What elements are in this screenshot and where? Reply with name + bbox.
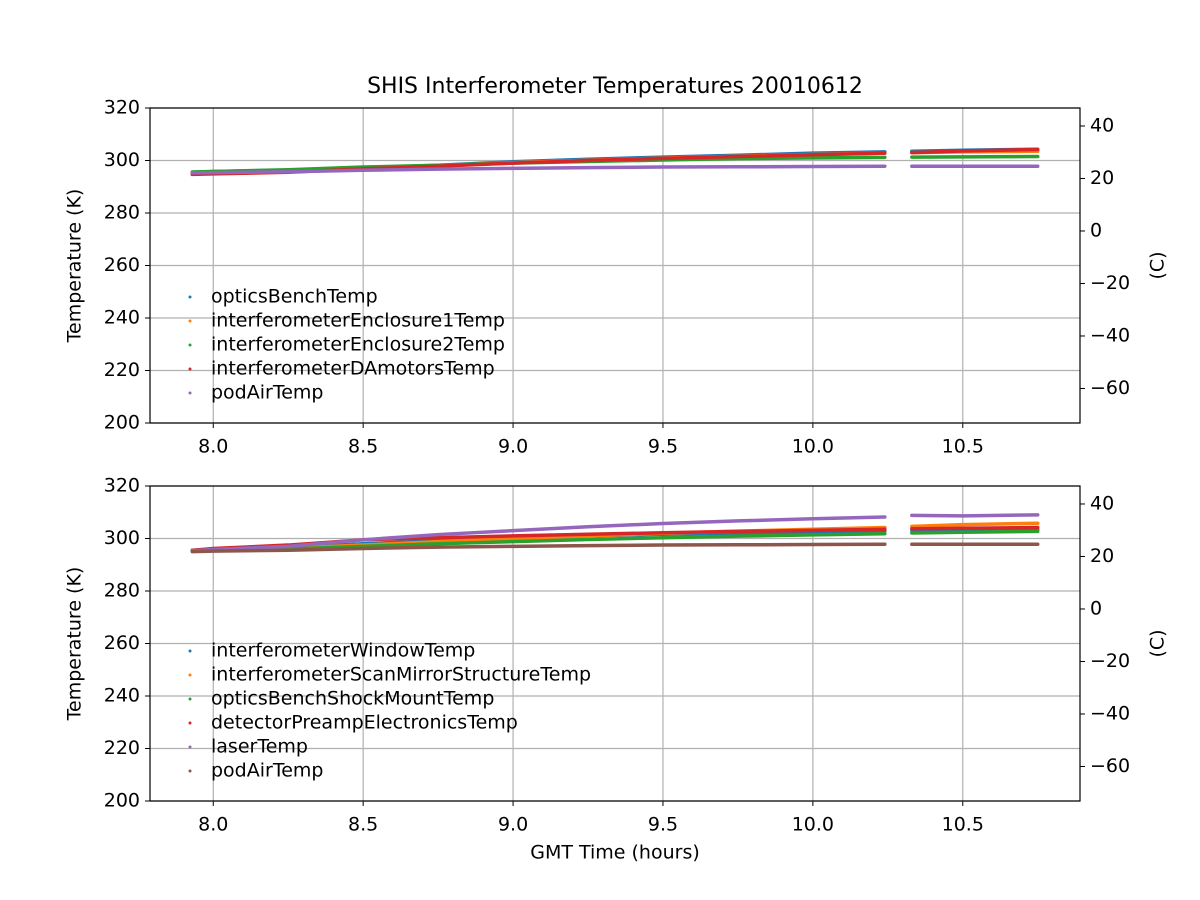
y-tick-label: 280 [104,202,140,224]
legend-label: podAirTemp [211,382,323,404]
y-tick-label: 240 [104,307,140,329]
series-line [190,164,1040,175]
x-tick-label: 10.5 [942,814,984,836]
y2-tick-label: 20 [1090,545,1114,567]
x-tick-label: 10.5 [942,436,984,458]
y2-tick-label: −40 [1090,324,1130,346]
y-tick-label: 260 [104,254,140,276]
y2-tick-label: 0 [1090,597,1102,619]
y-tick-label: 320 [104,97,140,119]
y-axis-label: Temperature (K) [64,567,86,722]
legend-marker [188,673,192,677]
x-tick-label: 10.0 [792,436,834,458]
y2-tick-label: −60 [1090,755,1130,777]
y-tick-label: 260 [104,632,140,654]
legend-label: interferometerEnclosure2Temp [211,334,505,356]
legend-marker [188,295,192,299]
legend-label: opticsBenchShockMountTemp [211,688,494,710]
x-tick-label: 8.0 [198,814,228,836]
axes-frame [149,107,1081,424]
y2-axis-label: (C) [1147,629,1169,657]
legend-label: detectorPreampElectronicsTemp [211,712,518,734]
legend-label: interferometerWindowTemp [211,640,475,662]
y2-tick-label: 40 [1090,492,1114,514]
chart-title: SHIS Interferometer Temperatures 2001061… [367,74,863,99]
y2-axis-label: (C) [1147,251,1169,279]
x-tick-label: 9.0 [498,814,528,836]
legend-marker [188,721,192,725]
y-tick-label: 220 [104,359,140,381]
y-tick-label: 280 [104,580,140,602]
axes-frame [149,485,1081,802]
legend-label: podAirTemp [211,760,323,782]
y2-tick-label: −40 [1090,702,1130,724]
legend-marker [188,745,192,749]
subplot: 8.0 8.5 9.0 9.5 10.0 10.520022024026028030032… [64,475,1169,864]
y2-tick-label: 40 [1090,114,1114,136]
x-axis-label: GMT Time (hours) [530,842,700,864]
y-tick-label: 300 [104,149,140,171]
y2-tick-label: −20 [1090,650,1130,672]
y2-tick-label: −60 [1090,377,1130,399]
legend-label: opticsBenchTemp [211,286,378,308]
y-tick-label: 220 [104,737,140,759]
legend-label: interferometerEnclosure1Temp [211,310,505,332]
y-axis-label: Temperature (K) [64,189,86,344]
y-tick-label: 300 [104,527,140,549]
x-tick-label: 9.0 [498,436,528,458]
legend-marker [188,769,192,773]
y2-tick-label: 20 [1090,167,1114,189]
x-tick-label: 8.0 [198,436,228,458]
legend-marker [188,391,192,395]
y-tick-label: 240 [104,685,140,707]
x-tick-label: 8.5 [348,436,378,458]
x-tick-label: 9.5 [648,436,678,458]
legend-marker [188,367,192,371]
y2-tick-label: 0 [1090,219,1102,241]
subplot: 8.0 8.5 9.0 9.5 10.0 10.520022024026028030032… [64,97,1169,458]
x-tick-label: 8.5 [348,814,378,836]
y-tick-label: 320 [104,475,140,497]
y-tick-label: 200 [104,790,140,812]
x-tick-label: 10.0 [792,814,834,836]
y2-tick-label: −20 [1090,272,1130,294]
series-line [190,542,1040,554]
legend-marker [188,649,192,653]
y-tick-label: 200 [104,412,140,434]
legend-label: laserTemp [211,736,308,758]
legend-label: interferometerScanMirrorStructureTemp [211,664,591,686]
legend-marker [188,319,192,323]
series-line [190,513,1040,553]
legend-marker [188,697,192,701]
legend-label: interferometerDAmotorsTemp [211,358,495,380]
legend-marker [188,343,192,347]
x-tick-label: 9.5 [648,814,678,836]
